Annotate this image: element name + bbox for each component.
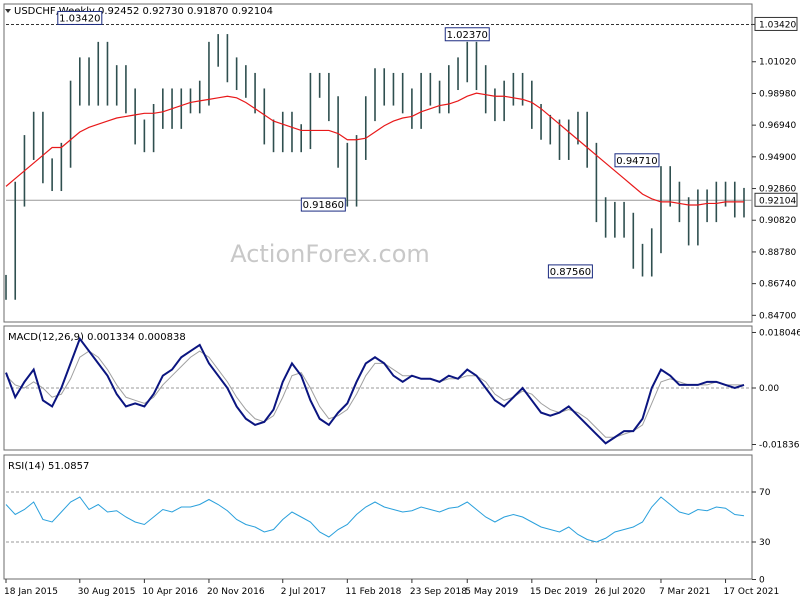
price-y-tick-label: 0.96940 <box>759 121 796 131</box>
x-tick-label: 11 Feb 2018 <box>345 587 401 597</box>
price-y-tick-label: 0.98980 <box>759 89 796 99</box>
watermark: ActionForex.com <box>230 240 430 268</box>
annotation-label: 1.02370 <box>447 30 488 41</box>
annotation-box <box>614 153 660 168</box>
price-y-tick-label: 0.86740 <box>759 280 796 290</box>
symbol-label: USDCHF,Weekly <box>14 6 95 17</box>
x-tick-label: 2 Jul 2017 <box>281 587 326 597</box>
x-tick-label: 18 Jan 2015 <box>4 587 58 597</box>
price-y-tick-label: 0.94900 <box>759 153 796 163</box>
price-panel-frame <box>3 3 753 323</box>
x-tick-label: 10 Apr 2016 <box>142 587 198 597</box>
annotation-box <box>444 27 490 42</box>
x-tick-label: 15 Dec 2019 <box>530 587 588 597</box>
annotation-box <box>300 197 346 212</box>
current-price-tag <box>754 192 798 207</box>
macd-signal-line <box>5 350 744 438</box>
annotation-label: 0.91860 <box>303 200 344 211</box>
price-y-tick-label: 1.01020 <box>759 58 796 68</box>
price-y-tick-label: 0.88780 <box>759 248 796 258</box>
x-tick-label: 17 Oct 2021 <box>724 587 780 597</box>
rsi-line <box>5 496 745 543</box>
annotation-box <box>57 10 103 25</box>
macd-y-tick-label: 0.018046 <box>759 328 800 338</box>
annotation-label: 0.87560 <box>550 267 591 278</box>
rsi-y-tick-label: 70 <box>759 488 771 498</box>
x-tick-label: 20 Nov 2016 <box>207 587 265 597</box>
price-y-tick-label: 0.84700 <box>759 311 796 321</box>
x-tick-label: 5 May 2019 <box>465 587 518 597</box>
macd-line <box>5 336 745 445</box>
price-y-tick-label: 0.90820 <box>759 216 796 226</box>
annotation-box <box>547 264 593 279</box>
price-y-tick-label: 0.92860 <box>759 185 796 195</box>
macd-y-tick-label: 0.00 <box>759 384 779 394</box>
collapse-triangle-icon[interactable] <box>5 9 11 13</box>
macd-label: MACD(12,26,9) 0.001334 0.000838 <box>8 332 186 343</box>
rsi-label: RSI(14) 51.0857 <box>8 461 89 472</box>
top-level-tag <box>754 16 798 31</box>
rsi-y-tick-label: 0 <box>759 576 765 586</box>
rsi-y-tick-label: 30 <box>759 538 771 548</box>
x-tick-label: 26 Jul 2020 <box>594 587 645 597</box>
top-level-tag-label: 1.03420 <box>759 20 796 30</box>
macd-y-tick-label: -0.018361 <box>759 440 800 450</box>
annotation-label: 1.03420 <box>59 13 100 24</box>
moving-average-line <box>5 92 744 206</box>
current-price-tag-label: 0.92104 <box>759 196 796 206</box>
rsi-panel-frame <box>3 454 753 580</box>
x-tick-label: 23 Sep 2018 <box>410 587 467 597</box>
ohlc-label: 0.92452 0.92730 0.91870 0.92104 <box>98 6 273 17</box>
annotation-label: 0.94710 <box>616 156 657 167</box>
x-tick-label: 30 Aug 2015 <box>78 587 136 597</box>
x-tick-label: 7 Mar 2021 <box>659 587 710 597</box>
